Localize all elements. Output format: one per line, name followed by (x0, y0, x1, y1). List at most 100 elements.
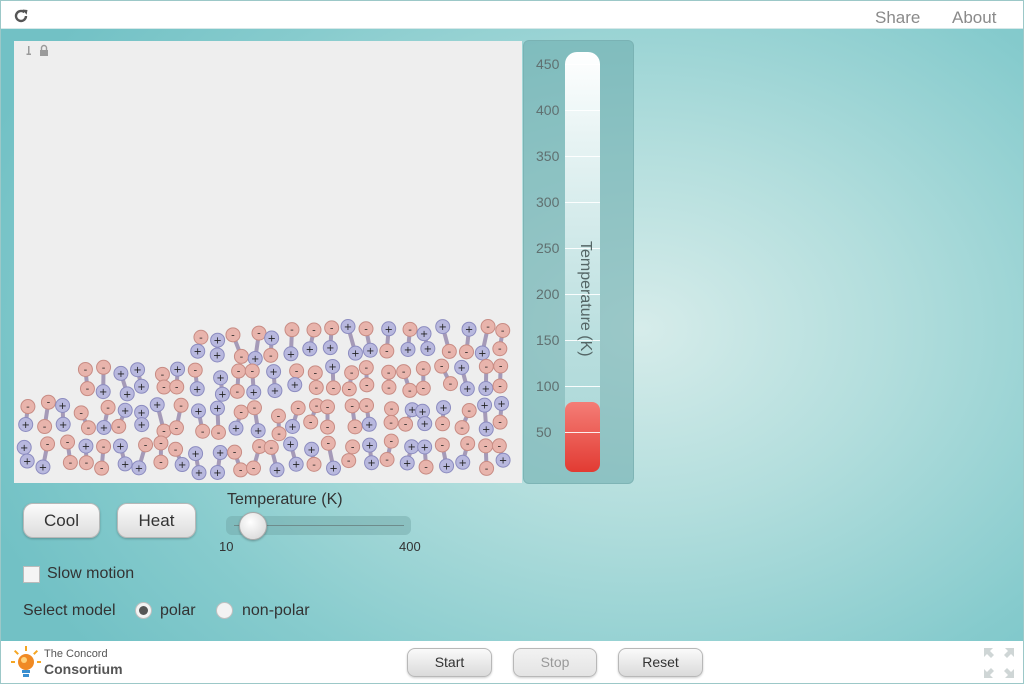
svg-text:+: + (116, 442, 124, 453)
thermometer-tick-label: 400 (536, 102, 560, 118)
svg-text:-: - (239, 408, 243, 419)
about-link[interactable]: About (952, 8, 997, 27)
negative-atom: - (153, 454, 169, 470)
polar-label[interactable]: polar (160, 602, 196, 619)
slider-handle[interactable] (238, 512, 267, 540)
start-button[interactable]: Start (407, 648, 492, 677)
negative-atom: - (358, 321, 374, 337)
svg-text:+: + (194, 406, 202, 417)
svg-text:+: + (478, 348, 486, 359)
svg-text:+: + (271, 386, 279, 397)
non-polar-radio[interactable] (216, 602, 233, 619)
positive-atom: + (399, 455, 415, 471)
svg-text:+: + (22, 420, 30, 431)
positive-atom: + (170, 361, 186, 377)
svg-text:-: - (102, 442, 106, 453)
reload-icon[interactable] (12, 7, 30, 25)
positive-atom: + (459, 381, 475, 397)
svg-text:+: + (307, 445, 315, 456)
model-tools-icons[interactable] (24, 44, 54, 58)
positive-atom: + (439, 458, 455, 474)
svg-text:-: - (326, 423, 330, 434)
negative-atom: - (493, 358, 509, 374)
share-link[interactable]: Share (875, 8, 921, 27)
svg-text:-: - (309, 417, 313, 428)
svg-text:-: - (117, 422, 121, 433)
slow-motion-label[interactable]: Slow motion (47, 565, 135, 582)
negative-atom: - (308, 379, 324, 395)
svg-text:+: + (442, 461, 450, 472)
svg-text:-: - (250, 366, 254, 377)
negative-atom: - (492, 414, 508, 430)
negative-atom: - (225, 327, 241, 343)
svg-text:-: - (175, 382, 179, 393)
thermometer-tick-line (565, 432, 600, 433)
svg-text:+: + (344, 322, 352, 333)
negative-atom: - (195, 423, 211, 439)
heat-button[interactable]: Heat (117, 503, 196, 538)
negative-atom: - (324, 320, 340, 336)
svg-text:-: - (484, 441, 488, 452)
polar-radio[interactable] (135, 602, 152, 619)
slow-motion-checkbox[interactable] (23, 566, 40, 583)
svg-text:+: + (421, 419, 429, 430)
stop-button[interactable]: Stop (513, 648, 597, 677)
negative-atom: - (480, 319, 496, 335)
svg-text:-: - (424, 463, 428, 474)
molecular-model-view[interactable]: - + + + - - - + + + - - - - - - + - - + - + - - + + + - + + + + + + - + - - + -… (14, 41, 522, 483)
svg-text:-: - (330, 323, 334, 334)
thermometer-tick-label: 300 (536, 194, 560, 210)
positive-atom: + (228, 420, 244, 436)
top-bar: Share About (1, 1, 1023, 29)
negative-atom: - (495, 322, 511, 338)
negative-atom: - (138, 437, 154, 453)
negative-atom: - (233, 462, 249, 478)
svg-text:-: - (498, 441, 502, 452)
positive-atom: + (55, 416, 71, 432)
negative-atom: - (341, 381, 357, 397)
positive-atom: + (435, 319, 451, 335)
svg-text:-: - (162, 383, 166, 394)
negative-atom: - (358, 360, 374, 376)
svg-text:-: - (422, 384, 426, 395)
interactive-stage: - + + + - - - + + + - - - - - - + - - + - + - - + + + - + + + + + + - + - - + -… (1, 29, 1023, 641)
negative-atom: - (168, 441, 184, 457)
svg-text:-: - (269, 443, 273, 454)
negative-atom: - (78, 455, 94, 471)
thermometer-axis-label: Temperature (K) (577, 241, 594, 357)
svg-text:-: - (326, 402, 330, 413)
svg-text:+: + (213, 350, 221, 361)
svg-text:+: + (408, 405, 416, 416)
svg-text:+: + (291, 380, 299, 391)
positive-atom: + (190, 403, 206, 419)
negative-atom: - (359, 397, 375, 413)
negative-atom: - (379, 452, 395, 468)
negative-atom: - (359, 377, 375, 393)
temperature-slider[interactable] (226, 512, 411, 540)
negative-atom: - (153, 435, 169, 451)
svg-text:+: + (499, 456, 507, 467)
temperature-slider-title: Temperature (K) (227, 491, 343, 508)
svg-text:+: + (482, 425, 490, 436)
negative-atom: - (210, 424, 226, 440)
logo-text-line1: The Concord (44, 648, 108, 660)
svg-text:+: + (20, 443, 28, 454)
positive-atom: + (474, 345, 490, 361)
svg-text:-: - (193, 366, 197, 377)
svg-text:+: + (251, 354, 259, 365)
svg-text:+: + (465, 325, 473, 336)
svg-text:-: - (486, 322, 490, 333)
negative-atom: - (169, 379, 185, 395)
positive-atom: + (283, 436, 299, 452)
negative-atom: - (460, 436, 476, 452)
non-polar-label[interactable]: non-polar (242, 602, 310, 619)
reset-button[interactable]: Reset (618, 648, 703, 677)
svg-text:-: - (174, 445, 178, 456)
cool-button[interactable]: Cool (23, 503, 100, 538)
svg-text:+: + (195, 468, 203, 479)
concord-consortium-logo[interactable]: The Concord Consortium (10, 646, 131, 680)
positive-atom: + (78, 438, 94, 454)
svg-text:+: + (135, 463, 143, 474)
positive-atom: + (364, 455, 380, 471)
fullscreen-icon[interactable] (982, 646, 1016, 680)
